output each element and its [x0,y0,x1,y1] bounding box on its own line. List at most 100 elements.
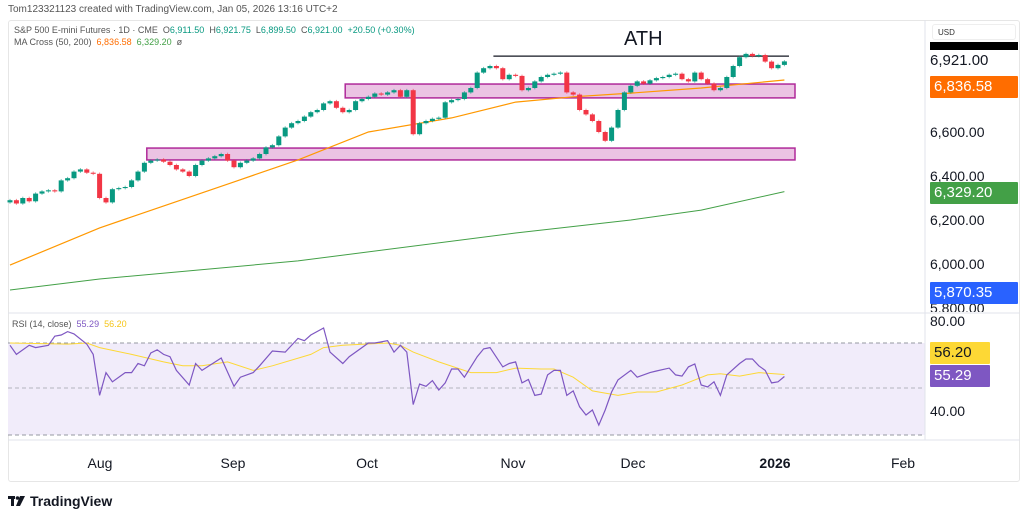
symbol-name: S&P 500 E-mini Futures · 1D · CME [14,25,158,35]
candle-body [436,117,442,119]
candle-body [756,55,762,57]
candle-body [20,198,26,204]
candle-body [653,78,659,81]
price-tick: 6,000.00 [930,256,985,272]
candle-body [666,74,672,77]
tradingview-logo-icon [8,496,25,506]
ma-hidden-symbol[interactable]: ø [176,37,183,47]
candle-body [308,112,314,117]
time-label: Feb [890,455,916,471]
candle-body [442,102,448,118]
candle-body [410,90,416,135]
candle-body [679,73,685,80]
candle-body [122,187,128,189]
support-zone [146,147,796,161]
candle-body [621,92,627,110]
candle-body [39,191,45,194]
candle-body [84,169,90,173]
candle-body [532,81,538,88]
candle-body [58,180,64,192]
candle-body [775,64,781,69]
rsi-legend[interactable]: RSI (14, close) 55.29 56.20 [12,319,127,329]
candle-body [455,99,461,101]
candle-body [493,66,499,69]
change-value: +20.50 (+0.30%) [347,25,415,35]
candle-body [577,94,583,110]
candle-body [538,77,544,82]
candle-body [423,121,429,124]
candle-body [513,74,519,76]
candle-body [327,101,333,104]
time-label: Oct [356,455,378,471]
candle-body [449,100,455,103]
rsi-value: 55.29 [76,319,100,329]
candle-body [429,118,435,121]
candle-body [65,178,71,181]
candle-body [615,110,621,128]
rsi-signal-value: 56.20 [104,319,127,329]
candle-body [487,66,493,69]
candle-body [602,132,608,141]
candle-body [743,53,749,58]
candle-body [570,92,576,95]
candle-body [314,110,320,113]
candle-body [7,200,13,203]
candle-body [781,61,787,65]
rsi-signal-badge: 56.20 [930,342,990,364]
candle-body [737,57,743,66]
currency-button[interactable]: USD [932,24,1016,40]
ma200-line [9,191,785,291]
candle-body [199,160,205,165]
candle-body [545,74,551,77]
candle-body [321,103,327,110]
high-label: H [209,25,216,35]
candle-body [685,79,691,82]
candle-body [301,116,307,121]
candle-body [340,107,346,113]
candle-body [173,165,179,170]
candle-body [250,158,256,161]
candle-body [116,188,122,190]
candle-body [397,90,403,97]
time-label: Sep [220,455,246,471]
candle-body [372,93,378,97]
candle-body [346,110,352,113]
candle-body [749,53,755,57]
candle-body [295,121,301,124]
last-price-label: 6,921.00 [930,52,989,69]
candle-body [231,160,237,168]
candle-body [180,169,186,172]
low-value: 6,899.50 [260,25,296,35]
rsi-name: RSI (14, close) [12,319,72,329]
candle-body [13,200,19,204]
candle-body [135,171,141,181]
rsi-tick: 40.00 [930,403,966,419]
candle-body [141,162,147,172]
tradingview-logo[interactable]: TradingView [8,493,112,509]
time-label-year: 2026 [759,455,791,471]
candle-body [519,75,525,91]
time-label: Dec [620,455,646,471]
ath-annotation[interactable]: ATH [624,28,663,50]
candle-body [212,156,218,159]
symbol-legend[interactable]: S&P 500 E-mini Futures · 1D · CME O6,911… [14,25,415,35]
candle-body [365,96,371,99]
credit-line: Tom123321123 created with TradingView.co… [8,4,338,15]
candle-body [769,61,775,69]
ma-legend[interactable]: MA Cross (50, 200) 6,836.58 6,329.20 ø [14,37,182,47]
candle-body [161,159,167,162]
time-label: Aug [87,455,113,471]
candle-body [90,172,96,174]
chart-frame [8,20,1020,482]
candle-body [77,169,83,172]
candle-body [557,72,563,74]
candle-body [461,92,467,99]
candle-body [148,160,154,163]
candle-body [641,81,647,84]
ma-name: MA Cross (50, 200) [14,37,92,47]
candle-body [353,101,359,110]
candle-body [705,79,711,84]
candle-body [391,90,397,93]
ma200-price-badge: 6,329.20 [930,182,1018,204]
